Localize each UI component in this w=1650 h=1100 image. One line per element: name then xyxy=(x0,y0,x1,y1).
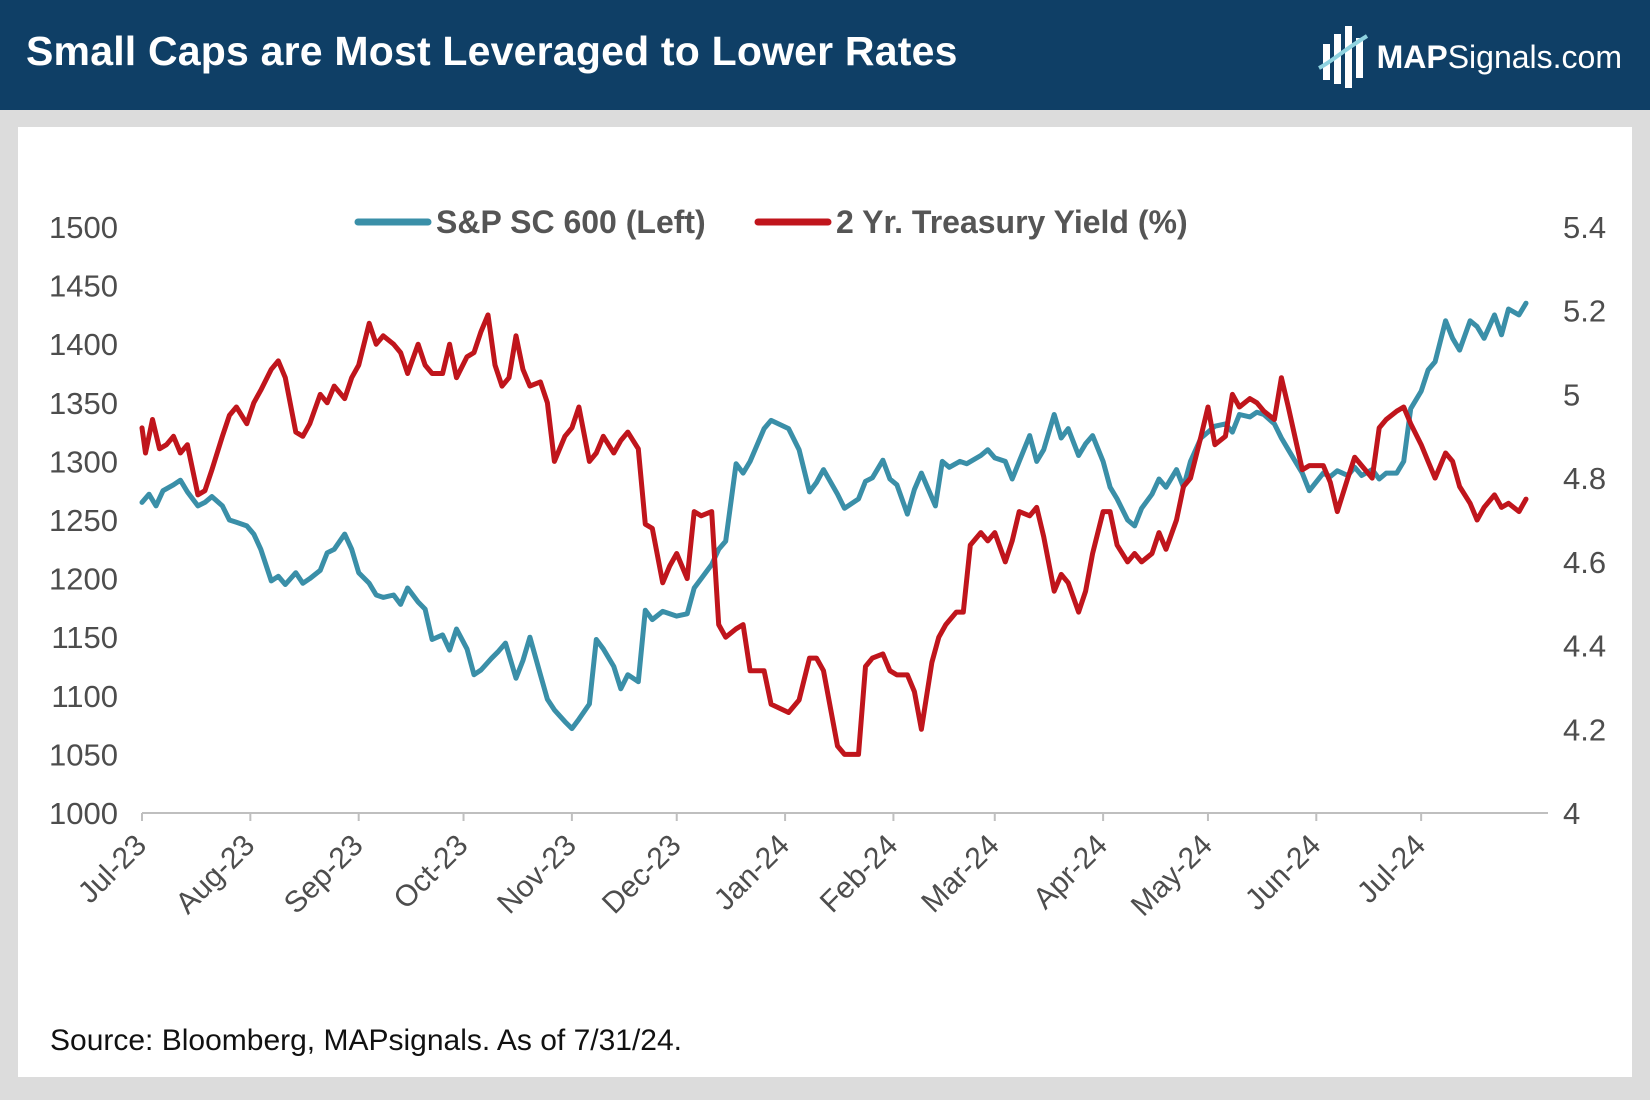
y-left-tick-label: 1000 xyxy=(49,796,118,831)
chart-panel: Jul-23 Aug-23 Sep-23 Oct-23 Nov-23 Dec-23 Jan-… xyxy=(18,127,1632,1077)
x-tick-label: Dec-23 xyxy=(596,829,688,921)
x-tick-label: Jul-24 xyxy=(1351,829,1432,910)
x-tick-label: Oct-23 xyxy=(387,829,474,916)
y-left-tick-label: 1350 xyxy=(49,386,118,421)
y-right-tick-label: 4.4 xyxy=(1563,629,1606,664)
mapsignals-logo-icon xyxy=(1317,26,1368,88)
chart-header: Small Caps are Most Leveraged to Lower R… xyxy=(0,0,1650,110)
brand-logo-block: MAPSignals.com xyxy=(1317,22,1622,92)
x-tick-label: Nov-23 xyxy=(491,829,583,921)
brand-name: MAPSignals.com xyxy=(1376,38,1622,75)
y-left-tick-label: 1300 xyxy=(49,444,118,479)
x-tick-label: Jun-24 xyxy=(1239,829,1327,917)
x-tick-label: May-24 xyxy=(1125,829,1219,923)
legend-label-sp600: S&P SC 600 (Left) xyxy=(436,204,706,240)
y-left-tick-label: 1200 xyxy=(49,562,118,597)
x-tick-label: Apr-24 xyxy=(1027,829,1114,916)
source-note: Source: Bloomberg, MAPsignals. As of 7/3… xyxy=(50,1024,683,1057)
y-right-tick-label: 4.2 xyxy=(1563,712,1606,747)
x-tick-label: Mar-24 xyxy=(915,829,1006,920)
y-right-tick-label: 4.8 xyxy=(1563,461,1606,496)
y-left-tick-label: 1450 xyxy=(49,269,118,304)
y-left-tick-label: 1250 xyxy=(49,503,118,538)
y-left-tick-label: 1400 xyxy=(49,327,118,362)
dual-axis-line-chart: Jul-23 Aug-23 Sep-23 Oct-23 Nov-23 Dec-23 Jan-… xyxy=(49,204,1606,923)
y-left-tick-label: 1150 xyxy=(51,620,118,655)
y-right-tick-label: 5.4 xyxy=(1563,210,1606,245)
chart-title: Small Caps are Most Leveraged to Lower R… xyxy=(26,28,958,74)
x-tick-label: Jan-24 xyxy=(708,829,796,917)
y-left-tick-label: 1100 xyxy=(51,679,118,714)
y-right-tick-label: 4.6 xyxy=(1563,545,1606,580)
x-tick-label: Jul-23 xyxy=(72,829,153,910)
x-tick-label: Sep-23 xyxy=(278,829,370,921)
y-right-tick-label: 5 xyxy=(1563,377,1580,412)
x-tick-label: Feb-24 xyxy=(814,829,905,920)
treasury-series-line xyxy=(139,312,1529,757)
y-right-tick-label: 4 xyxy=(1563,796,1580,831)
sp600-series-line xyxy=(139,300,1529,732)
x-tick-label: Aug-23 xyxy=(170,829,262,921)
legend-label-treasury: 2 Yr. Treasury Yield (%) xyxy=(836,204,1188,240)
y-left-tick-label: 1050 xyxy=(49,737,118,772)
y-right-tick-label: 5.2 xyxy=(1563,294,1606,329)
y-left-tick-label: 1500 xyxy=(49,210,118,245)
